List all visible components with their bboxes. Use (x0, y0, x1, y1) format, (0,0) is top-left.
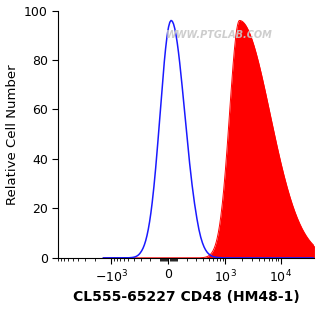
Y-axis label: Relative Cell Number: Relative Cell Number (5, 64, 19, 205)
X-axis label: CL555-65227 CD48 (HM48-1): CL555-65227 CD48 (HM48-1) (73, 290, 300, 304)
Text: WWW.PTGLAB.COM: WWW.PTGLAB.COM (166, 30, 273, 40)
